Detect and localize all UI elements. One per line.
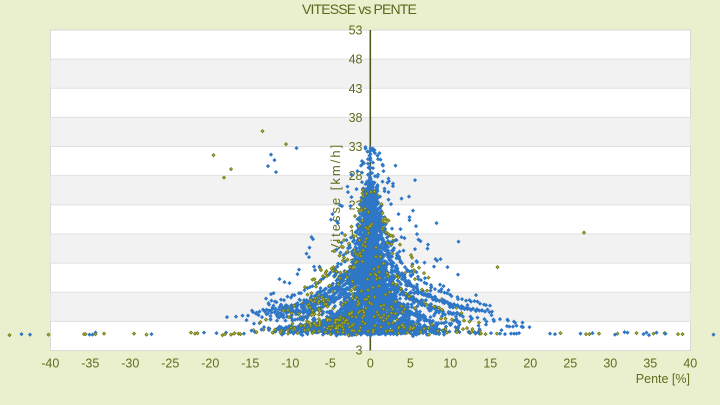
svg-text:10: 10 (443, 357, 457, 371)
svg-text:43: 43 (349, 82, 363, 96)
svg-text:0: 0 (367, 357, 374, 371)
svg-text:40: 40 (683, 357, 697, 371)
svg-text:53: 53 (349, 24, 363, 38)
svg-text:28: 28 (349, 169, 363, 183)
svg-text:-5: -5 (325, 357, 336, 371)
svg-text:-35: -35 (81, 357, 99, 371)
svg-text:Pente [%]: Pente [%] (636, 372, 690, 386)
svg-text:35: 35 (643, 357, 657, 371)
svg-text:5: 5 (407, 357, 414, 371)
svg-text:-25: -25 (161, 357, 179, 371)
svg-text:-15: -15 (241, 357, 259, 371)
svg-text:3: 3 (356, 344, 363, 358)
svg-text:-10: -10 (281, 357, 299, 371)
svg-text:Vitesse [km/h]: Vitesse [km/h] (328, 143, 343, 252)
svg-text:38: 38 (349, 111, 363, 125)
svg-text:23: 23 (349, 198, 363, 212)
svg-text:30: 30 (603, 357, 617, 371)
svg-text:-30: -30 (121, 357, 139, 371)
svg-text:33: 33 (349, 140, 363, 154)
svg-text:VITESSE vs PENTE: VITESSE vs PENTE (302, 1, 416, 17)
svg-text:15: 15 (483, 357, 497, 371)
svg-text:-40: -40 (41, 357, 59, 371)
svg-text:-20: -20 (201, 357, 219, 371)
svg-text:25: 25 (563, 357, 577, 371)
svg-text:20: 20 (523, 357, 537, 371)
svg-text:48: 48 (349, 53, 363, 67)
